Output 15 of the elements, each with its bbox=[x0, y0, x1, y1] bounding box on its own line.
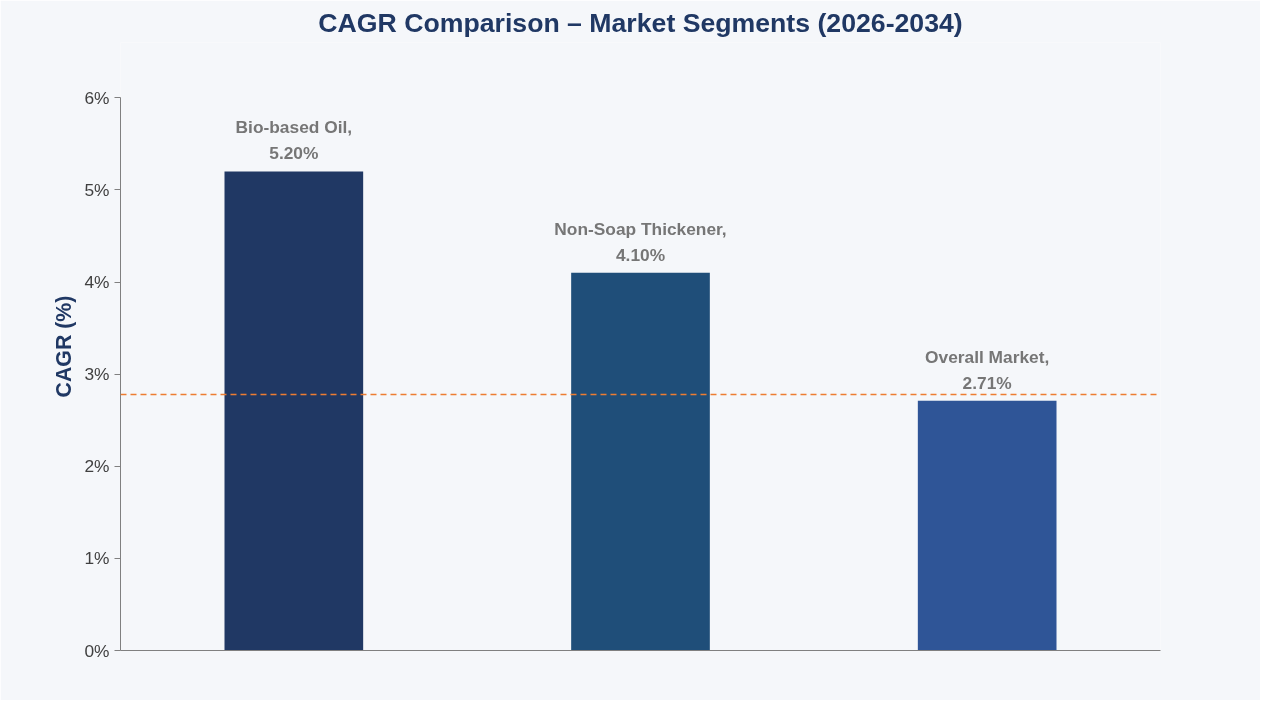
y-tick-label: 3% bbox=[84, 364, 110, 385]
y-axis-title: CAGR (%) bbox=[52, 295, 77, 398]
y-tick-label: 6% bbox=[84, 87, 110, 108]
bar bbox=[917, 400, 1057, 651]
bar bbox=[224, 171, 364, 651]
y-tick-label: 0% bbox=[84, 640, 110, 661]
y-tick-label: 2% bbox=[84, 456, 110, 477]
y-tick-label: 1% bbox=[84, 548, 110, 569]
y-tick-label: 4% bbox=[84, 272, 110, 293]
chart-title: CAGR Comparison – Market Segments (2026-2034) bbox=[318, 7, 963, 38]
bar bbox=[571, 272, 710, 651]
data-label: Overall Market, 2.71% bbox=[925, 346, 1050, 393]
y-tick-label: 5% bbox=[84, 179, 110, 200]
data-label: Non-Soap Thickener, 4.10% bbox=[554, 218, 727, 265]
data-label: Bio-based Oil, 5.20% bbox=[235, 117, 353, 164]
